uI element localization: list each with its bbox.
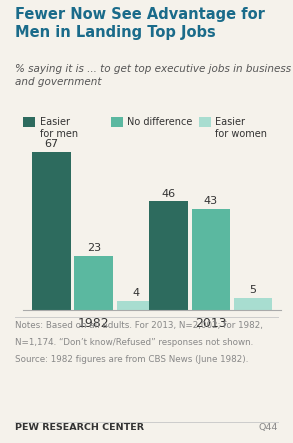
Text: 5: 5	[250, 285, 257, 295]
Bar	[234, 298, 272, 310]
Text: Q44: Q44	[259, 423, 278, 432]
Bar	[32, 152, 71, 310]
Text: 23: 23	[87, 243, 101, 253]
Text: Source: 1982 figures are from CBS News (June 1982).: Source: 1982 figures are from CBS News (…	[15, 355, 248, 364]
Text: N=1,174. “Don’t know/Refused” responses not shown.: N=1,174. “Don’t know/Refused” responses …	[15, 338, 253, 347]
Bar	[192, 209, 230, 310]
Text: No difference: No difference	[127, 117, 193, 127]
Text: Easier
for women: Easier for women	[215, 117, 267, 140]
Bar	[117, 301, 155, 310]
Bar	[74, 256, 113, 310]
Text: 43: 43	[204, 196, 218, 206]
Text: Fewer Now See Advantage for
Men in Landing Top Jobs: Fewer Now See Advantage for Men in Landi…	[15, 7, 265, 39]
Text: 46: 46	[162, 189, 176, 198]
Text: Easier
for men: Easier for men	[40, 117, 78, 140]
Text: 4: 4	[132, 288, 139, 298]
Text: 67: 67	[45, 139, 59, 149]
Bar	[149, 202, 188, 310]
Text: % saying it is ... to get top executive jobs in business
and government: % saying it is ... to get top executive …	[15, 64, 291, 87]
Text: PEW RESEARCH CENTER: PEW RESEARCH CENTER	[15, 423, 144, 432]
Text: Notes: Based on all adults. For 2013, N=2,002; for 1982,: Notes: Based on all adults. For 2013, N=…	[15, 321, 263, 330]
